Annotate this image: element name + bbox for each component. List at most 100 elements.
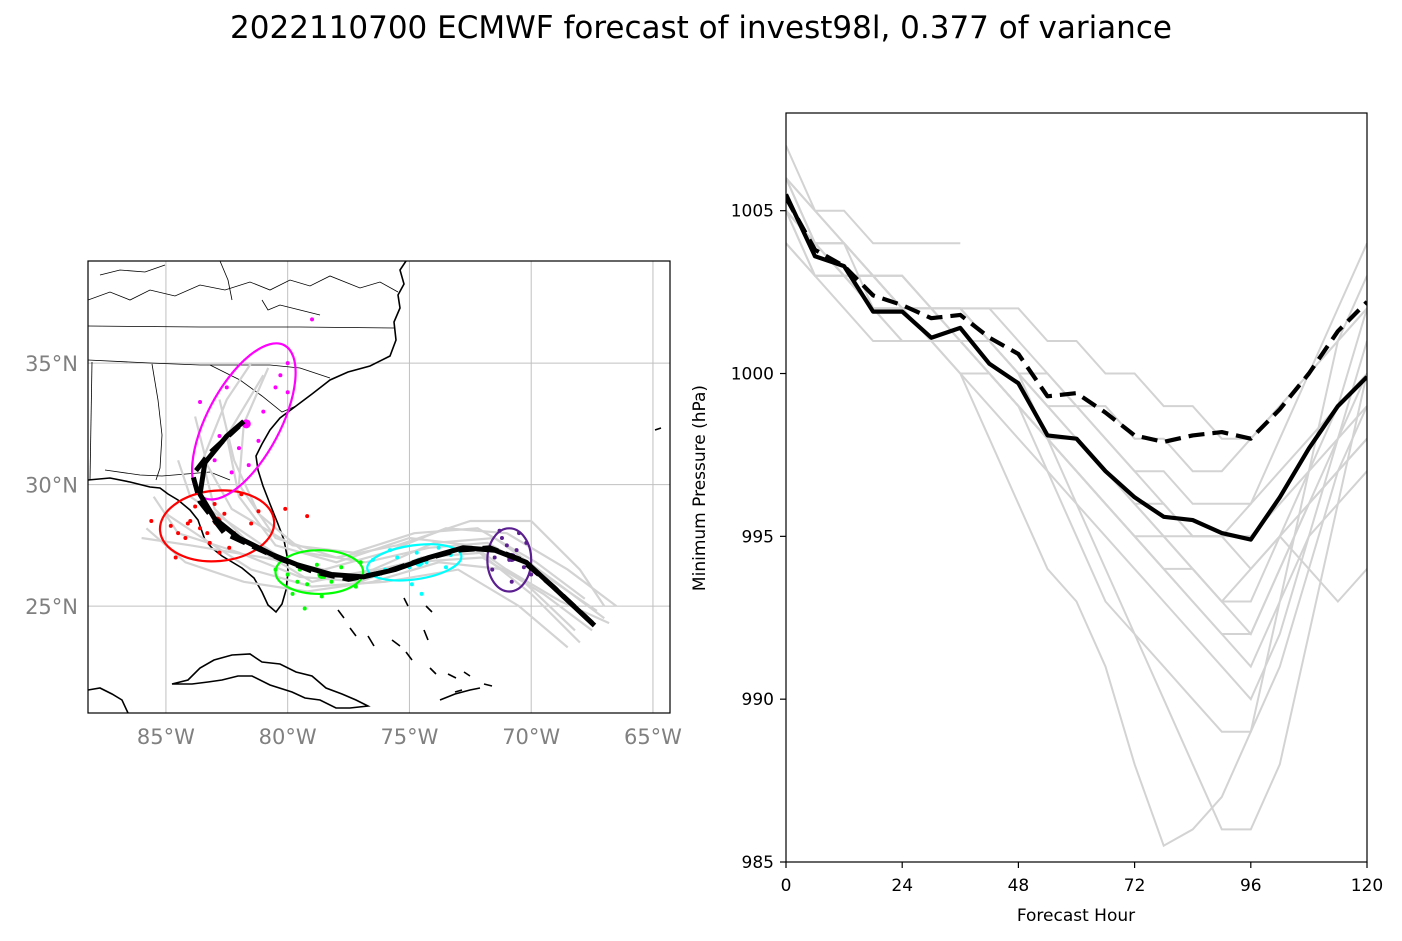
cluster-point	[395, 555, 400, 560]
cluster-point	[212, 458, 217, 463]
ensemble-pressure-line	[786, 177, 961, 245]
cluster-point	[285, 390, 290, 395]
cuba-outline	[171, 653, 371, 709]
map-coastlines	[88, 261, 662, 713]
lat-tick-label: 35°N	[25, 352, 78, 376]
cluster-point	[443, 565, 448, 570]
y-tick-label: 990	[742, 690, 774, 710]
cluster-point	[314, 562, 319, 567]
cluster-point	[236, 446, 241, 451]
cluster-point	[193, 504, 198, 509]
cluster-point	[358, 560, 363, 565]
cluster-point	[183, 536, 188, 541]
cluster-point	[302, 606, 307, 611]
cluster-point	[387, 548, 392, 553]
cluster-point	[517, 531, 522, 536]
x-tick-label: 0	[781, 876, 792, 896]
cluster-point	[499, 536, 504, 541]
hispaniola-outline	[439, 687, 481, 701]
cluster-point	[285, 361, 290, 366]
cluster-point	[205, 531, 210, 536]
ensemble-pressure-line	[786, 177, 1367, 733]
mean-pressure-dashed	[786, 196, 1367, 444]
ensemble-track	[145, 527, 610, 625]
cluster-point	[278, 373, 283, 378]
cluster-point	[198, 526, 203, 531]
cluster-point	[227, 545, 232, 550]
plot-frame	[785, 112, 1368, 863]
mean-pressure-solid	[786, 193, 1367, 542]
cluster-point	[370, 557, 375, 562]
cluster-point	[283, 506, 288, 511]
ensemble-pressure-line	[786, 145, 1367, 635]
x-tick-label: 120	[1351, 876, 1383, 896]
cluster-point	[273, 567, 278, 572]
y-tick-label: 1000	[731, 365, 774, 385]
x-tick-label: 72	[1124, 876, 1146, 896]
lon-tick-label: 70°W	[502, 725, 560, 749]
cluster-point	[295, 579, 300, 584]
cluster-point	[529, 572, 534, 577]
ensemble-track	[225, 374, 581, 644]
cluster-point	[256, 509, 261, 514]
y-tick-label: 1005	[731, 202, 774, 222]
cluster-point	[514, 548, 519, 553]
pressure-chart: 0 24 48 72 96 120 985 990 995 1000 1005 Forecast H…	[690, 112, 1383, 926]
cluster-point	[256, 438, 261, 443]
cluster-point	[222, 511, 227, 516]
cluster-point	[176, 531, 181, 536]
cluster-point	[188, 519, 193, 524]
cluster-point	[319, 594, 324, 599]
cluster-point	[261, 409, 266, 414]
ensemble-pressure-line	[786, 210, 1367, 538]
cluster-point	[339, 565, 344, 570]
cluster-point	[198, 399, 203, 404]
cluster-ellipse	[274, 549, 365, 596]
y-axis-label: Minimum Pressure (hPa)	[690, 385, 710, 591]
cluster-point	[305, 514, 310, 519]
ensemble-tracks	[141, 362, 618, 649]
ensemble-pressure-line	[786, 177, 1367, 473]
map-tick-labels: 85°W 80°W 75°W 70°W 65°W 25°N 30°N 35°N	[25, 352, 682, 749]
cluster-ellipse	[486, 527, 533, 593]
mean-pressure-lines	[786, 193, 1367, 542]
ensemble-pressure-line	[786, 210, 1367, 702]
cluster-point	[246, 463, 251, 468]
cluster-point	[239, 492, 244, 497]
cluster-point	[409, 582, 414, 587]
cluster-point	[285, 572, 290, 577]
ensemble-pressure-line	[786, 177, 1367, 538]
y-tick-label: 985	[742, 853, 774, 873]
x-tick-label: 96	[1240, 876, 1262, 896]
cluster-point	[504, 543, 509, 548]
cluster-point	[305, 582, 310, 587]
ensemble-track	[237, 367, 606, 607]
ensemble-pressure-line	[786, 210, 1367, 831]
cluster-point	[168, 523, 173, 528]
cluster-point	[497, 528, 502, 533]
cluster-point	[329, 579, 334, 584]
figure-title: 2022110700 ECMWF forecast of invest98l, …	[230, 10, 1172, 46]
cluster-point	[419, 591, 424, 596]
cluster-point	[217, 550, 222, 555]
cluster-point	[212, 502, 217, 507]
cluster-point	[229, 470, 234, 475]
yucatan-outline	[88, 687, 129, 713]
cluster-point	[521, 565, 526, 570]
x-tick-label: 48	[1008, 876, 1030, 896]
lon-tick-label: 75°W	[380, 725, 438, 749]
cluster-point	[436, 545, 441, 550]
cluster-point	[290, 591, 295, 596]
track-map: 85°W 80°W 75°W 70°W 65°W 25°N 30°N 35°N	[25, 260, 682, 749]
cluster-point	[492, 555, 497, 560]
cluster-point	[353, 584, 358, 589]
lat-tick-label: 30°N	[25, 474, 78, 498]
cluster-point	[149, 519, 154, 524]
cluster-ellipse	[366, 543, 463, 582]
cluster-point	[509, 579, 514, 584]
lon-tick-label: 85°W	[137, 725, 195, 749]
map-gridlines	[88, 261, 670, 713]
cluster-point	[249, 521, 254, 526]
x-tick-label: 24	[891, 876, 913, 896]
cluster-point	[173, 555, 178, 560]
